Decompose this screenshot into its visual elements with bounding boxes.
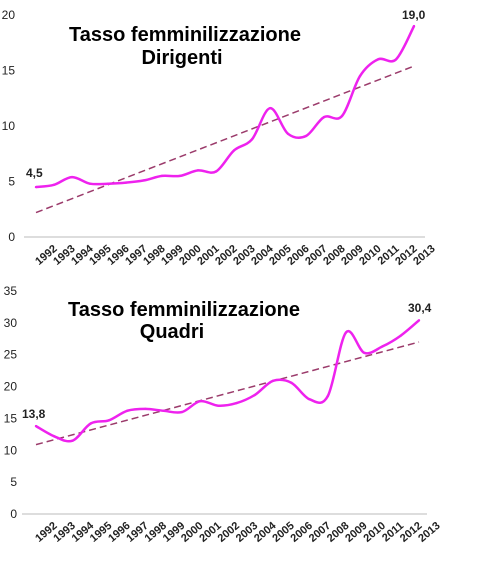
chart2-last-data-label: 30,4: [408, 301, 432, 315]
data-point: [71, 439, 74, 442]
chart2-series-line: [35, 319, 420, 443]
data-point: [417, 319, 421, 322]
data-point: [253, 393, 257, 397]
data-point: [232, 149, 236, 152]
data-point: [376, 58, 380, 61]
data-point: [106, 182, 110, 185]
chart-dirigenti: Tasso femminilizzazione Dirigenti 0 5 10 15…: [2, 8, 438, 268]
chart-quadri: Tasso femminilizzazione Quadri 0 5 10 15 20 2…: [4, 284, 443, 545]
chart2-first-data-label: 13,8: [22, 407, 46, 421]
data-point: [124, 181, 128, 184]
data-point: [198, 400, 202, 403]
data-point: [286, 132, 290, 135]
data-point: [217, 404, 220, 407]
chart1-trendline: [35, 65, 415, 214]
data-point: [340, 114, 344, 118]
data-point: [394, 58, 398, 61]
data-point: [178, 174, 182, 178]
data-point: [196, 169, 200, 172]
data-point: [308, 398, 311, 401]
y-tick-label: 15: [4, 411, 18, 425]
data-point: [34, 424, 38, 428]
data-point: [268, 107, 272, 110]
y-tick-label: 10: [4, 443, 18, 457]
x-tick-label: 2013: [411, 243, 437, 268]
y-tick-label: 0: [8, 230, 15, 244]
y-tick-label: 20: [4, 380, 18, 394]
data-point: [142, 179, 146, 182]
data-point: [358, 74, 362, 78]
data-point: [271, 379, 275, 382]
y-tick-label: 5: [8, 175, 15, 189]
data-point: [160, 174, 164, 178]
data-point: [214, 170, 218, 173]
y-tick-label: 30: [4, 316, 18, 330]
data-point: [399, 334, 402, 337]
data-point: [363, 351, 366, 354]
data-point: [144, 407, 147, 411]
y-tick-label: 15: [2, 64, 16, 78]
data-point: [250, 138, 254, 141]
y-tick-label: 25: [4, 348, 18, 362]
data-point: [88, 182, 92, 185]
data-point: [34, 185, 38, 189]
data-point: [326, 394, 329, 398]
chart2-trendline: [35, 341, 420, 446]
y-tick-label: 0: [10, 507, 17, 521]
y-tick-label: 10: [2, 119, 16, 133]
chart1-subtitle: Dirigenti: [141, 47, 222, 69]
chart1-series-line: [35, 25, 416, 189]
data-point: [52, 183, 56, 186]
data-point: [89, 422, 92, 425]
data-point: [322, 115, 326, 119]
data-point: [304, 134, 308, 138]
y-tick-label: 20: [2, 8, 16, 22]
data-point: [126, 409, 129, 412]
data-point: [70, 175, 74, 179]
data-point: [180, 410, 184, 414]
data-point: [412, 24, 416, 28]
y-tick-label: 5: [10, 475, 17, 489]
data-point: [290, 381, 293, 384]
data-point: [381, 345, 384, 348]
x-tick-label: 2013: [416, 520, 442, 545]
chart2-title: Tasso femminilizzazione: [68, 299, 300, 321]
chart1-title: Tasso femminilizzazione: [69, 24, 301, 46]
chart1-last-data-label: 19,0: [402, 8, 426, 22]
data-point: [344, 331, 348, 334]
chart1-first-data-label: 4,5: [26, 166, 43, 180]
data-point: [235, 401, 238, 405]
data-point: [53, 435, 56, 438]
chart2-subtitle: Quadri: [140, 321, 204, 343]
y-tick-label: 35: [4, 284, 18, 298]
data-point: [162, 409, 165, 412]
data-point: [107, 419, 111, 422]
